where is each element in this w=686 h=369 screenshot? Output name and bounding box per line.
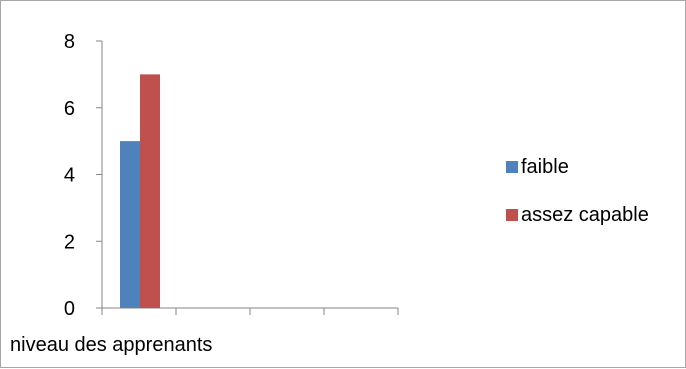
y-tick-label: 8 [64, 31, 75, 53]
bar-assez-capable [140, 74, 160, 308]
legend-label-faible: faible [521, 156, 569, 178]
x-category-label: niveau des apprenants [10, 334, 212, 356]
legend-swatch-faible [506, 161, 518, 173]
plot-area: 0 2 4 6 8 niveau des apprenants [10, 31, 399, 356]
legend-swatch-assez-capable [506, 209, 518, 221]
y-tick-label: 2 [64, 231, 75, 253]
bar-faible [120, 141, 140, 308]
y-tick-label: 6 [64, 98, 75, 120]
y-tick-label: 0 [64, 298, 75, 320]
y-tick-label: 4 [64, 165, 75, 187]
legend: faible assez capable [506, 156, 649, 226]
legend-label-assez-capable: assez capable [521, 204, 649, 226]
